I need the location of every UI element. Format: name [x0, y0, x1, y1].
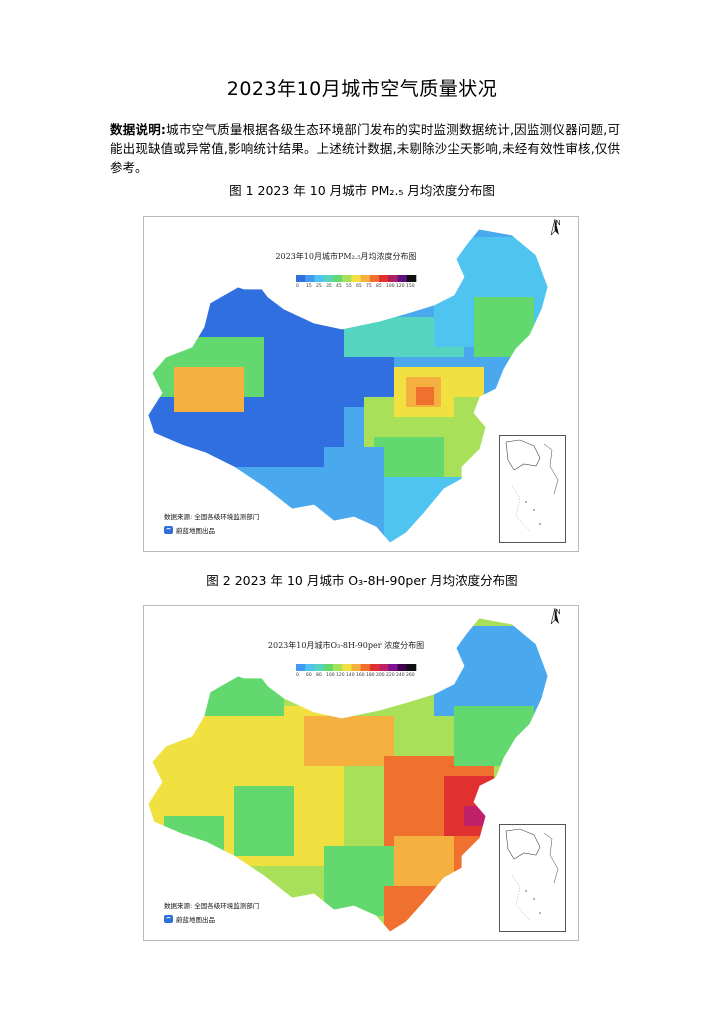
legend-tick: 100 [326, 673, 335, 678]
legend-tick: 60 [306, 673, 312, 678]
figure-2-map-title: 2023年10月城市O₃-8H-90per 浓度分布图 [267, 641, 425, 650]
figure-1-caption: 图 1 2023 年 10 月城市 PM₂.₅ 月均浓度分布图 [229, 183, 495, 198]
legend-swatch [388, 664, 398, 671]
figure-1-brand: 蔚蓝地图出品 [164, 525, 215, 535]
figure-2-map: 2023年10月城市O₃-8H-90per 浓度分布图 0 60 80 100 … [143, 605, 579, 941]
legend-tick: 0 [296, 284, 299, 289]
legend-swatch [314, 664, 324, 671]
legend-swatch [397, 664, 408, 671]
figure-2-brand: 蔚蓝地图出品 [164, 914, 215, 924]
north-label: N [555, 608, 561, 616]
figure-1-map: 2023年10月城市PM₂.₅月均浓度分布图 0 15 25 35 45 55 … [143, 216, 579, 552]
legend-tick: 120 [396, 284, 405, 289]
legend-swatch [379, 664, 389, 671]
legend-swatch [379, 275, 389, 282]
inset-map-graphic [505, 439, 559, 533]
figure-1-legend-ticks: 0 15 25 35 45 55 65 75 85 100 120 150 [296, 284, 416, 289]
legend-tick: 220 [386, 673, 395, 678]
brand-logo-icon [164, 915, 173, 923]
figure-2-caption: 图 2 2023 年 10 月城市 O₃-8H-90per 月均浓度分布图 [206, 573, 518, 588]
legend-swatch [351, 664, 361, 671]
legend-tick: 35 [326, 284, 332, 289]
legend-tick: 65 [356, 284, 362, 289]
legend-swatch [305, 275, 315, 282]
brand-logo-icon [164, 526, 173, 534]
pm25-map-graphic [147, 228, 549, 544]
figure-1-source: 数据来源: 全国各级环境监测部门 [164, 513, 260, 521]
document-title: 2023年10月城市空气质量状况 [226, 78, 498, 100]
south-china-sea-inset [499, 824, 566, 932]
legend-tick: 80 [316, 673, 322, 678]
legend-swatch [369, 664, 380, 671]
legend-tick: 260 [406, 673, 415, 678]
legend-swatch [360, 275, 371, 282]
legend-tick: 55 [346, 284, 352, 289]
north-arrow: N [550, 219, 566, 235]
legend-swatch [342, 275, 352, 282]
figure-2-legend-ticks: 0 60 80 100 120 140 160 180 200 220 240 … [296, 673, 416, 678]
legend-swatch [314, 275, 324, 282]
north-arrow-icon [550, 219, 559, 235]
legend-tick: 0 [296, 673, 299, 678]
figure-1-map-title: 2023年10月城市PM₂.₅月均浓度分布图 [275, 252, 417, 261]
legend-tick: 100 [386, 284, 395, 289]
data-note: 数据说明:城市空气质量根据各级生态环境部门发布的实时监测数据统计,因监测仪器问题… [110, 120, 620, 177]
data-note-text: 城市空气质量根据各级生态环境部门发布的实时监测数据统计,因监测仪器问题,可能出现… [110, 122, 621, 175]
legend-tick: 15 [306, 284, 312, 289]
legend-swatch [296, 664, 306, 671]
north-arrow: N [550, 608, 566, 624]
legend-swatch [369, 275, 380, 282]
legend-swatch [323, 275, 334, 282]
legend-swatch [296, 275, 306, 282]
figure-2-source: 数据来源: 全国各级环境监测部门 [164, 902, 260, 910]
legend-tick: 85 [376, 284, 382, 289]
brand-text: 蔚蓝地图出品 [176, 527, 215, 535]
data-note-label: 数据说明: [110, 122, 166, 137]
legend-tick: 25 [316, 284, 322, 289]
legend-tick: 75 [366, 284, 372, 289]
legend-swatch [360, 664, 371, 671]
legend-swatch [332, 664, 343, 671]
south-china-sea-inset [499, 435, 566, 543]
legend-tick: 45 [336, 284, 342, 289]
legend-swatch [351, 275, 361, 282]
north-label: N [555, 219, 561, 227]
north-arrow-icon [550, 608, 559, 624]
legend-swatch [397, 275, 408, 282]
legend-tick: 150 [406, 284, 415, 289]
legend-swatch [406, 664, 417, 671]
legend-swatch [332, 275, 343, 282]
legend-tick: 160 [356, 673, 365, 678]
legend-tick: 180 [366, 673, 375, 678]
legend-swatch [342, 664, 352, 671]
brand-text: 蔚蓝地图出品 [176, 916, 215, 924]
legend-tick: 140 [346, 673, 355, 678]
legend-tick: 120 [336, 673, 345, 678]
legend-tick: 200 [376, 673, 385, 678]
legend-swatch [388, 275, 398, 282]
legend-swatch [406, 275, 417, 282]
legend-tick: 240 [396, 673, 405, 678]
o3-map-graphic [147, 617, 549, 933]
legend-swatch [323, 664, 334, 671]
inset-map-graphic [505, 828, 559, 922]
legend-swatch [305, 664, 315, 671]
